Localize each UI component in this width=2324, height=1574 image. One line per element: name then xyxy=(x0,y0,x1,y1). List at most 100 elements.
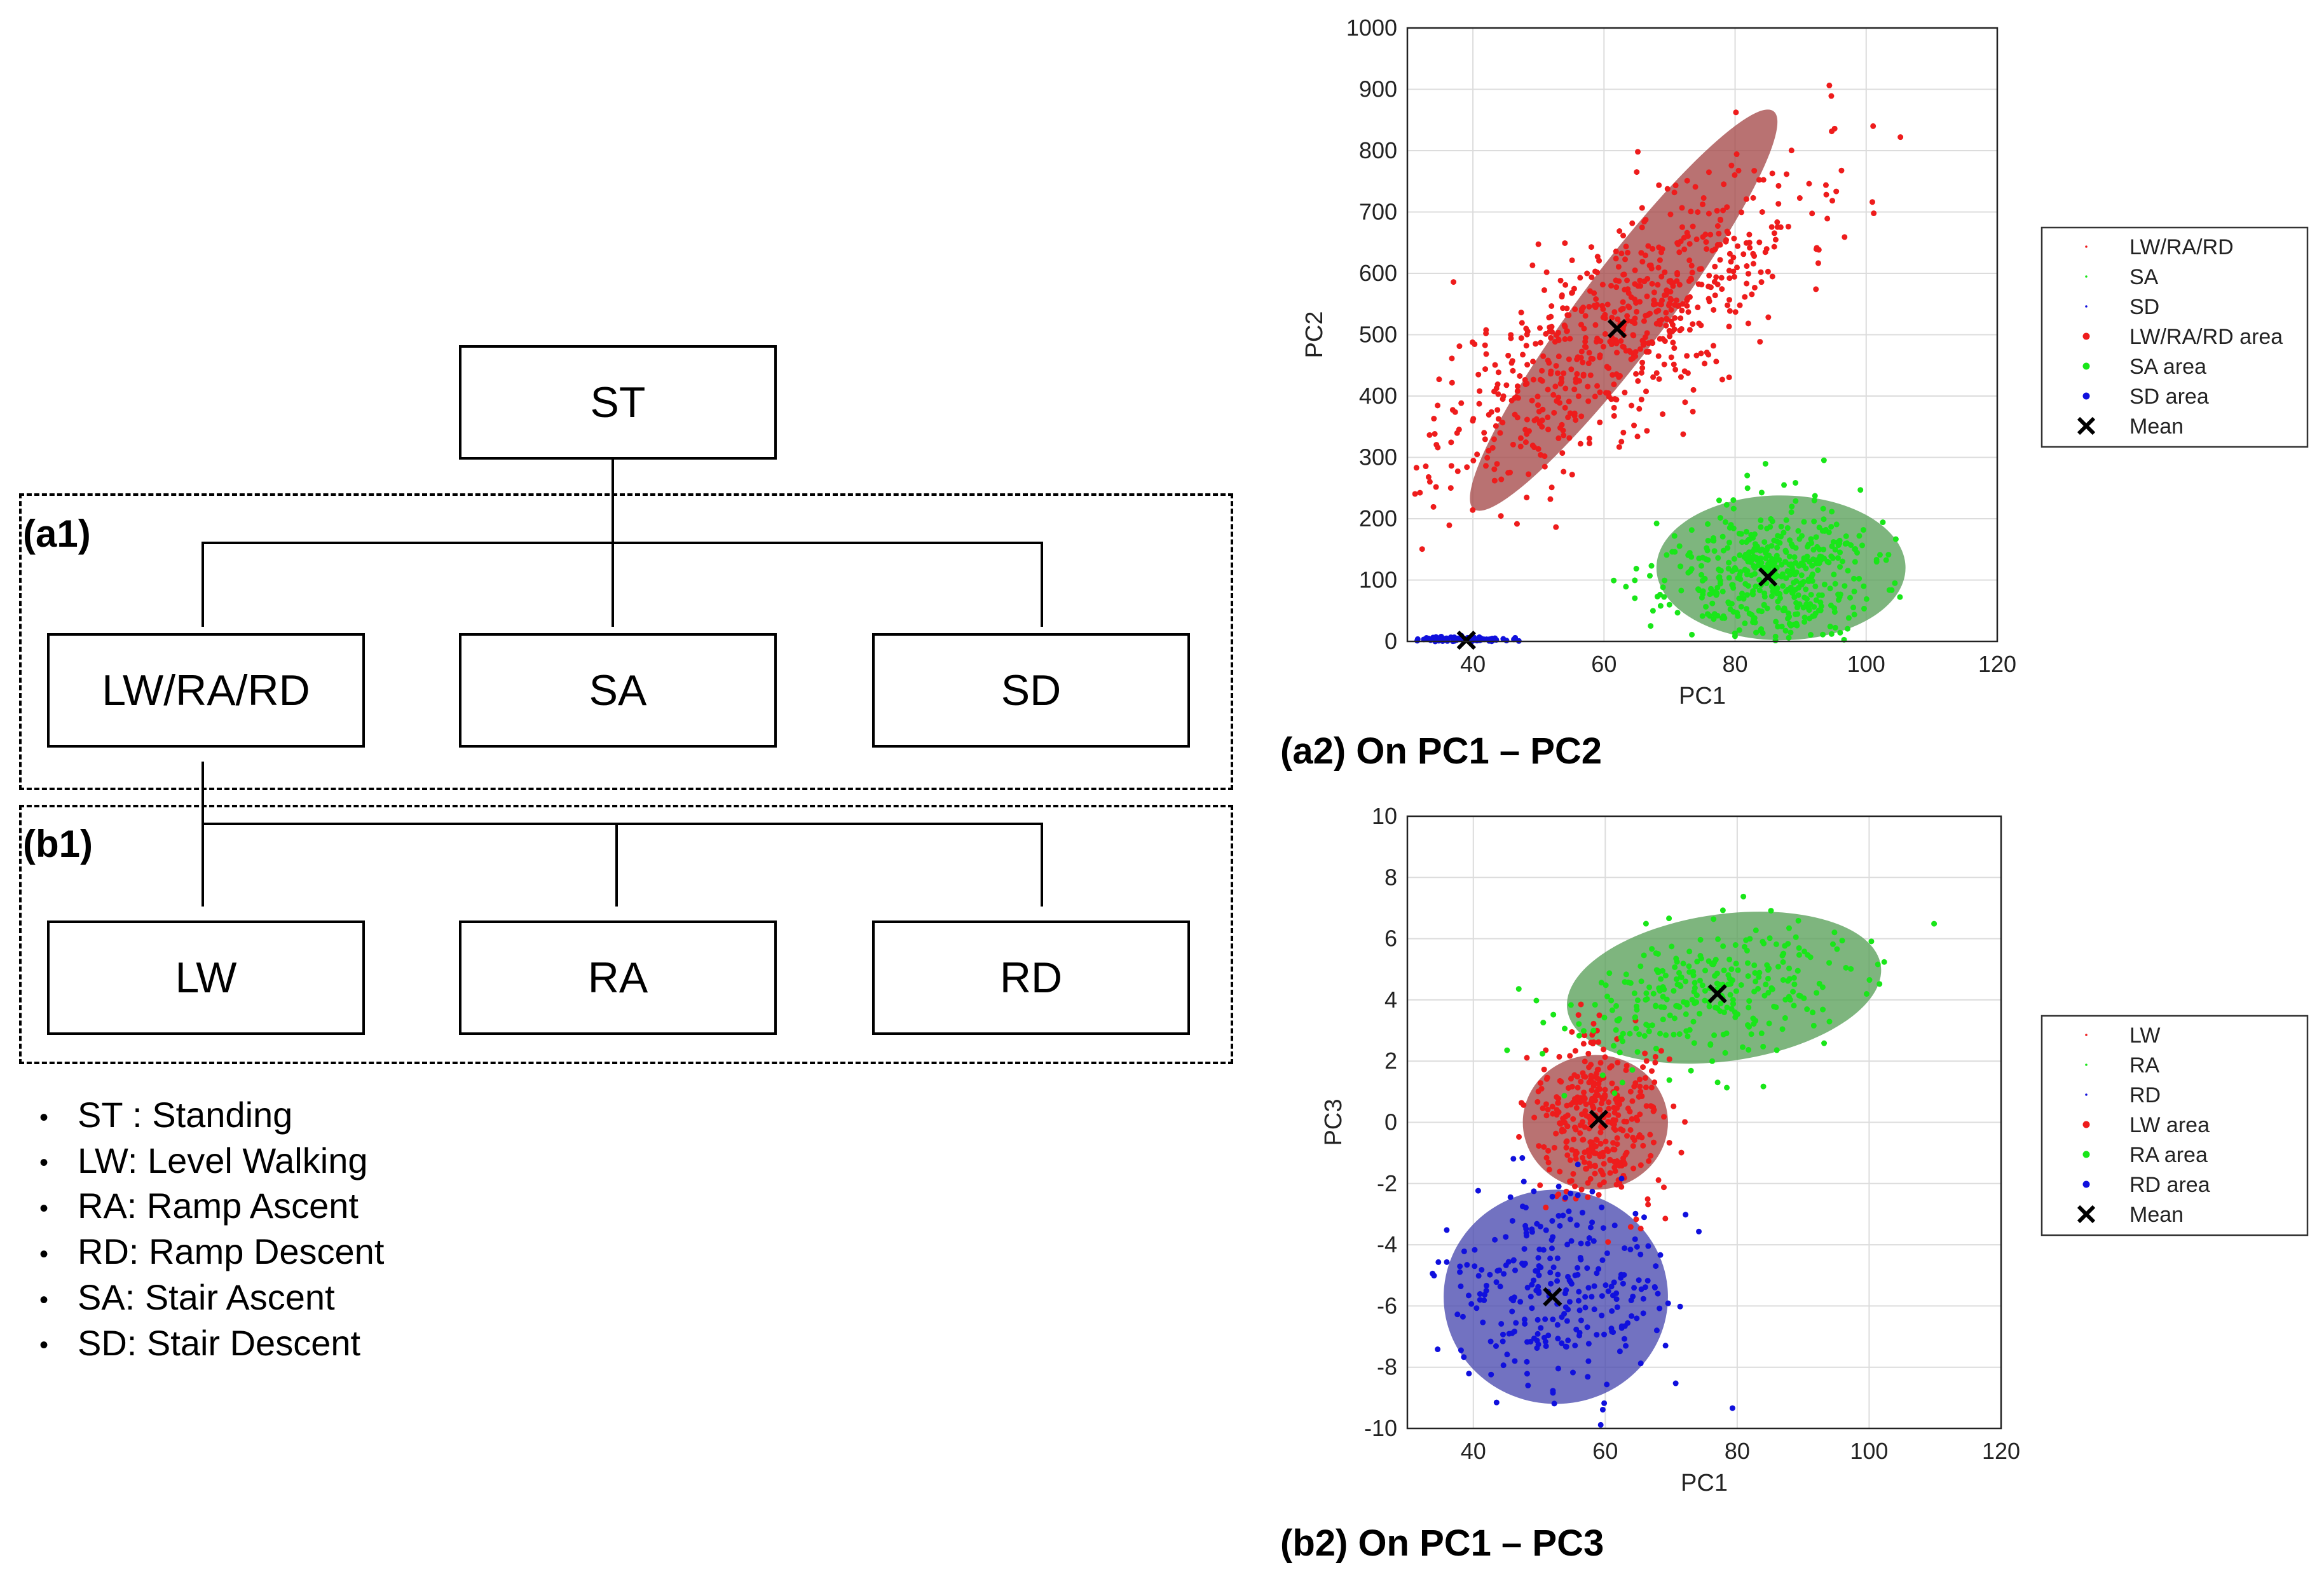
data-point xyxy=(1739,591,1746,597)
data-point xyxy=(1723,502,1730,508)
data-point xyxy=(1656,182,1662,188)
data-point xyxy=(1730,497,1737,503)
data-point xyxy=(1650,1139,1657,1146)
data-point xyxy=(1484,455,1491,461)
data-point xyxy=(1571,1125,1578,1131)
data-point xyxy=(1714,208,1720,214)
data-point xyxy=(1745,320,1751,327)
data-point xyxy=(1659,298,1665,304)
data-point xyxy=(1684,303,1690,309)
x-tick-label: 100 xyxy=(1850,1438,1888,1464)
data-point xyxy=(1586,1235,1592,1242)
data-point xyxy=(1749,549,1756,555)
data-point xyxy=(1501,1271,1507,1277)
data-point xyxy=(1553,362,1559,369)
data-point xyxy=(1482,342,1488,348)
data-point xyxy=(1449,380,1455,386)
data-point xyxy=(1815,567,1821,573)
data-point xyxy=(1546,314,1552,320)
data-point xyxy=(1640,1064,1646,1071)
data-point xyxy=(1594,1067,1601,1073)
data-point xyxy=(1592,322,1599,328)
data-point xyxy=(1578,1256,1584,1263)
data-point xyxy=(1554,1278,1561,1284)
data-point xyxy=(1746,1004,1752,1011)
data-point xyxy=(1643,1084,1649,1090)
data-point xyxy=(1525,1383,1531,1389)
data-point xyxy=(1743,528,1749,535)
data-point xyxy=(1742,294,1748,300)
y-axis-label: PC2 xyxy=(1301,311,1328,359)
data-point xyxy=(1804,544,1810,550)
data-point xyxy=(1597,1182,1603,1188)
data-point xyxy=(1801,995,1807,1001)
data-point xyxy=(1724,204,1730,210)
data-point xyxy=(1487,1271,1493,1278)
data-point xyxy=(1620,305,1626,311)
data-point xyxy=(1521,1179,1527,1185)
data-point xyxy=(1761,940,1767,947)
data-point xyxy=(1734,610,1740,616)
data-point xyxy=(1795,592,1801,598)
data-point xyxy=(1569,1369,1576,1376)
data-point xyxy=(1775,605,1781,611)
data-point xyxy=(1599,1204,1605,1210)
data-point xyxy=(1658,1048,1664,1054)
legend-label: RA area xyxy=(2129,1143,2208,1167)
data-point xyxy=(1759,209,1765,215)
data-point xyxy=(1782,1015,1788,1021)
data-point xyxy=(1551,409,1557,416)
data-point xyxy=(1604,994,1610,1000)
data-point xyxy=(1706,272,1712,278)
data-point xyxy=(1602,1086,1608,1093)
data-point xyxy=(1566,356,1572,362)
data-point xyxy=(1782,607,1788,613)
data-point xyxy=(1596,1081,1602,1087)
data-point xyxy=(1586,1079,1592,1086)
data-point xyxy=(1850,605,1857,611)
data-point xyxy=(1611,1279,1617,1285)
data-point xyxy=(1838,167,1845,174)
data-point xyxy=(1535,1317,1541,1323)
data-point xyxy=(1668,279,1674,285)
data-point xyxy=(1682,399,1688,406)
data-point xyxy=(1644,428,1650,434)
data-point xyxy=(1487,1338,1494,1345)
data-point xyxy=(1437,637,1443,643)
data-point xyxy=(1618,1323,1625,1329)
data-point xyxy=(1637,1226,1644,1232)
data-point xyxy=(1500,420,1506,426)
data-point xyxy=(1650,608,1656,614)
data-point xyxy=(1559,1128,1565,1135)
data-point xyxy=(1666,301,1672,307)
data-point xyxy=(1597,354,1603,360)
data-point xyxy=(1577,1122,1583,1128)
data-point xyxy=(1787,997,1793,1003)
data-point xyxy=(1743,196,1749,202)
y-tick-label: 6 xyxy=(1384,926,1397,952)
data-point xyxy=(1639,365,1646,371)
data-point xyxy=(1845,568,1851,574)
data-point xyxy=(1633,566,1639,572)
data-point xyxy=(1672,182,1679,189)
data-point xyxy=(1623,584,1629,590)
x-tick-label: 60 xyxy=(1592,1438,1618,1464)
data-point xyxy=(1561,469,1567,475)
data-point xyxy=(1608,1063,1615,1069)
data-point xyxy=(1780,583,1786,589)
data-point xyxy=(1761,539,1768,545)
data-point xyxy=(1786,553,1793,559)
data-point xyxy=(1732,942,1739,948)
data-point xyxy=(1808,591,1814,598)
data-point xyxy=(1707,284,1714,291)
data-point xyxy=(1615,1060,1621,1066)
data-point xyxy=(1618,1126,1624,1132)
data-point xyxy=(1817,599,1824,606)
data-point xyxy=(1756,239,1763,245)
data-point xyxy=(1675,241,1681,247)
data-point xyxy=(1498,513,1504,519)
data-point xyxy=(1584,1324,1590,1331)
data-point xyxy=(1736,530,1742,537)
data-point xyxy=(1531,1114,1538,1121)
data-point xyxy=(1530,376,1536,383)
